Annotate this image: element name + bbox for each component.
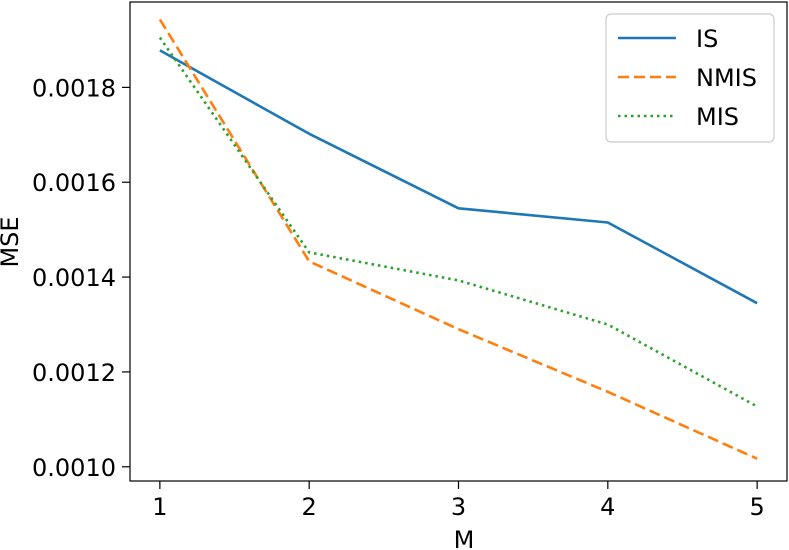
series-line-is — [159, 49, 758, 305]
y-tick-label: 0.0012 — [32, 359, 116, 387]
x-tick-label: 5 — [749, 493, 764, 521]
plot-area — [158, 18, 758, 460]
series-line-mis — [158, 36, 758, 408]
y-tick-label: 0.0018 — [32, 74, 116, 102]
legend-label-is: IS — [696, 25, 718, 53]
x-tick-label: 4 — [600, 493, 615, 521]
legend-label-nmis: NMIS — [696, 64, 757, 92]
x-axis-label: M — [454, 526, 475, 550]
y-axis-label: MSE — [0, 216, 24, 267]
legend-box — [605, 13, 775, 143]
legend: IS NMIS MIS — [605, 13, 775, 143]
x-tick-label: 3 — [451, 493, 466, 521]
x-tick-label: 2 — [302, 493, 317, 521]
y-axis: 0.0010 0.0012 0.0014 0.0016 0.0018 — [32, 74, 130, 482]
x-tick-label: 1 — [152, 493, 167, 521]
y-tick-label: 0.0016 — [32, 169, 116, 197]
y-tick-label: 0.0010 — [32, 454, 116, 482]
x-axis: 1 2 3 4 5 — [152, 481, 765, 521]
y-tick-label: 0.0014 — [32, 264, 116, 292]
series-line-nmis — [158, 18, 758, 460]
legend-label-mis: MIS — [696, 103, 739, 131]
